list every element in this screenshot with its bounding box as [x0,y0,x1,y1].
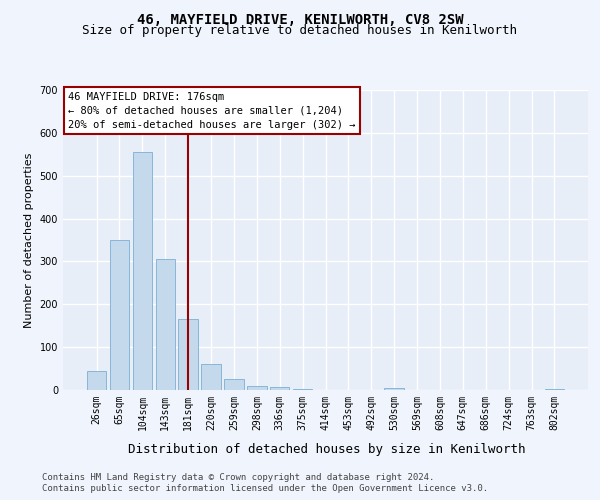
Bar [385,388,404,390]
Bar [133,152,152,390]
Bar [87,370,106,390]
Bar [178,320,198,390]
Bar [110,240,129,390]
Text: Size of property relative to detached houses in Kenilworth: Size of property relative to detached ho… [83,24,517,37]
Text: 46 MAYFIELD DRIVE: 176sqm
← 80% of detached houses are smaller (1,204)
20% of se: 46 MAYFIELD DRIVE: 176sqm ← 80% of detac… [68,92,356,130]
Bar [224,380,244,390]
Bar [247,386,266,390]
Bar [202,364,221,390]
Text: Contains public sector information licensed under the Open Government Licence v3: Contains public sector information licen… [42,484,488,493]
Bar [293,388,313,390]
Text: 46, MAYFIELD DRIVE, KENILWORTH, CV8 2SW: 46, MAYFIELD DRIVE, KENILWORTH, CV8 2SW [137,12,463,26]
Bar [270,387,289,390]
Text: Contains HM Land Registry data © Crown copyright and database right 2024.: Contains HM Land Registry data © Crown c… [42,472,434,482]
Y-axis label: Number of detached properties: Number of detached properties [24,152,34,328]
Bar [545,388,564,390]
Bar [155,260,175,390]
Text: Distribution of detached houses by size in Kenilworth: Distribution of detached houses by size … [128,442,526,456]
